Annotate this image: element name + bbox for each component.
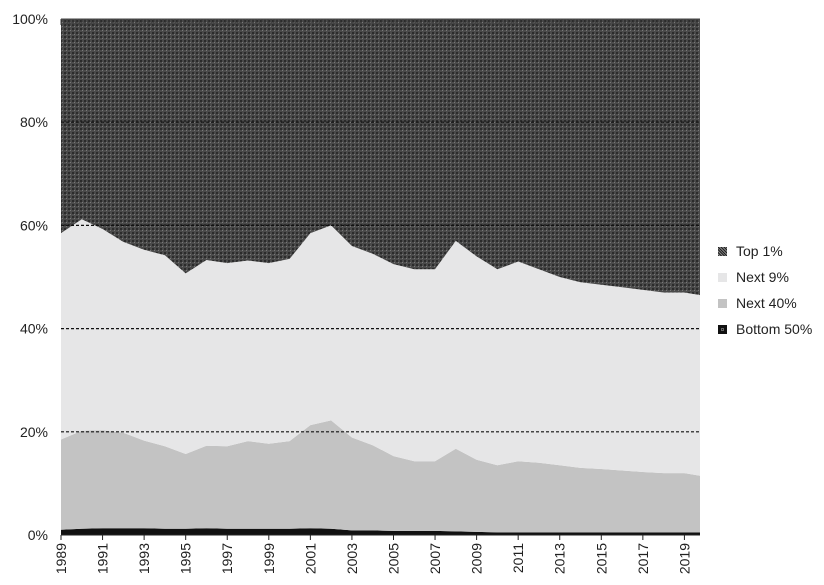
area-top-1 (61, 19, 700, 296)
area-layers (60, 19, 700, 535)
x-tick-label: 2007 (427, 543, 443, 574)
y-tick-label: 100% (12, 11, 48, 27)
y-tick-label: 20% (20, 424, 48, 440)
legend-label-bottom-50: Bottom 50% (736, 321, 813, 337)
x-tick-label: 1995 (178, 543, 194, 574)
y-tick-label: 80% (20, 114, 48, 130)
legend-swatch-bottom-50 (718, 324, 727, 334)
x-tick-label: 2003 (344, 543, 360, 574)
area-next-9 (61, 219, 700, 476)
y-axis-ticks: 0% 20% 40% 60% 80% 100% (12, 11, 48, 543)
x-tick-label: 2011 (510, 543, 526, 573)
x-tick-label: 1999 (261, 543, 277, 574)
x-tick-label: 2009 (469, 543, 485, 574)
y-tick-label: 60% (20, 217, 48, 233)
y-tick-label: 0% (28, 527, 48, 543)
x-tick-label: 2001 (302, 543, 318, 574)
legend-label-next-9: Next 9% (736, 269, 789, 285)
area-next-40 (61, 420, 700, 533)
gridlines (61, 18, 700, 536)
area-bottom-50 (61, 528, 700, 535)
legend-item-next-40: Next 40% (718, 290, 812, 316)
x-tick-label: 2019 (676, 543, 692, 574)
legend-item-top-1: Top 1% (718, 238, 812, 264)
x-tick-label: 1991 (95, 543, 111, 574)
y-tick-label: 40% (20, 321, 48, 337)
x-tick-label: 1993 (136, 543, 152, 574)
legend-swatch-next-40 (718, 298, 727, 308)
legend-swatch-top-1 (718, 246, 727, 256)
legend: Top 1% Next 9% Next 40% Bottom 50% (718, 238, 812, 342)
legend-item-bottom-50: Bottom 50% (718, 316, 812, 342)
x-axis-ticks: 1989 1991 1993 1995 1997 1999 2001 2003 2005 2007… (53, 535, 692, 574)
x-tick-label: 2017 (635, 543, 651, 574)
legend-item-next-9: Next 9% (718, 264, 812, 290)
x-tick-label: 1989 (53, 543, 69, 574)
legend-swatch-next-9 (718, 272, 727, 282)
x-tick-label: 1997 (219, 543, 235, 574)
legend-label-top-1: Top 1% (736, 243, 783, 259)
x-tick-label: 2005 (385, 543, 401, 574)
legend-label-next-40: Next 40% (736, 295, 797, 311)
x-tick-label: 2015 (593, 543, 609, 574)
x-tick-label: 2013 (552, 543, 568, 574)
